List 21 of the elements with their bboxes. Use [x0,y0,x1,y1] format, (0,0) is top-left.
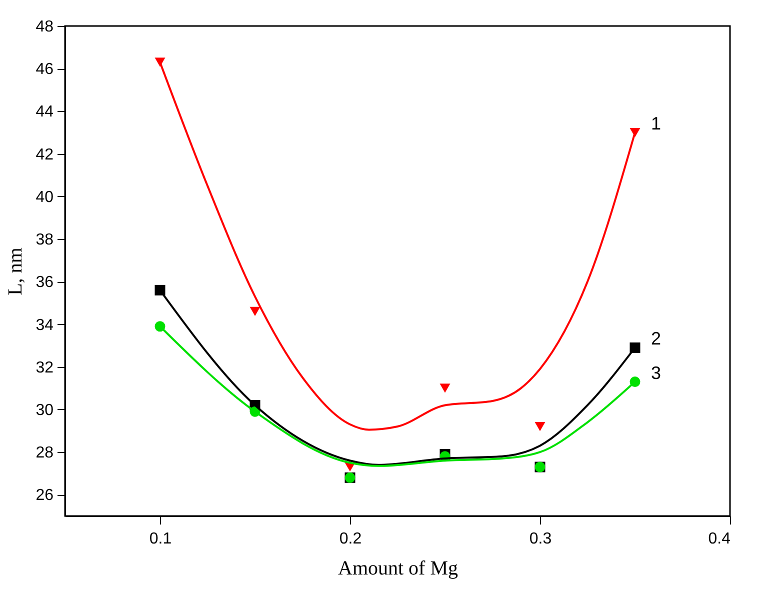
y-tick-label: 44 [36,104,54,121]
y-tick-label: 48 [36,18,54,36]
x-tick-label: 0.2 [339,530,362,548]
x-tick-label: 0.4 [708,530,731,548]
y-tick-label: 28 [36,444,54,462]
y-tick-label: 26 [36,487,54,504]
y-axis-title: L, nm [4,247,27,296]
y-tick-label: 40 [36,188,54,206]
y-tick-label: 36 [36,274,54,292]
series-label: 2 [651,328,662,349]
y-tick-label: 34 [36,316,54,334]
y-tick-label: 38 [36,232,54,249]
y-tick-label: 32 [36,359,54,376]
y-tick-label: 46 [36,61,54,78]
x-tick-label: 0.3 [529,530,552,548]
x-tick-label: 0.1 [149,530,172,548]
y-tick-label: 42 [36,146,54,164]
y-tick-label: 30 [36,402,54,419]
x-axis-title: Amount of Mg [338,558,458,580]
series-label: 1 [651,114,662,134]
series-label: 3 [651,362,662,383]
